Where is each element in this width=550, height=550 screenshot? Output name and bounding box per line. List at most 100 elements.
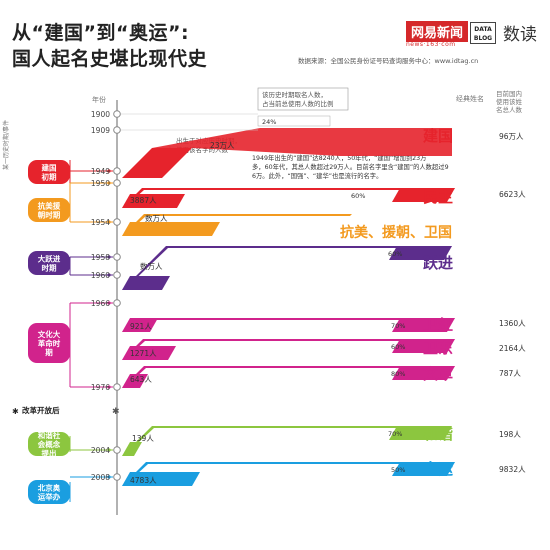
year-marker-1954 (113, 218, 121, 226)
bar-share-6 (392, 366, 455, 380)
year-label-1909: 1909 (91, 126, 110, 135)
bar-share-3 (389, 246, 452, 260)
share-pct-8: 50% (391, 466, 405, 474)
bar-share-5 (392, 339, 455, 353)
side-bracket-label: 某一历史时期/事件 (2, 120, 10, 170)
period-count-4: 921人 (130, 322, 152, 331)
period-badge-3 (28, 323, 70, 363)
year-label-1900: 1900 (91, 110, 110, 119)
name-label-7: 和谐 (423, 425, 453, 443)
year-label-1954: 1954 (91, 218, 110, 227)
bar-share-8 (392, 462, 455, 476)
year-marker-1958 (113, 253, 121, 261)
share-pct-5: 60% (391, 343, 405, 351)
year-label-1958: 1958 (91, 253, 110, 262)
star-icon-left: ✱ (12, 407, 19, 416)
total-count-6: 787人 (499, 369, 521, 378)
period-badge-4 (28, 432, 70, 456)
bar-share-7 (389, 426, 452, 440)
period-count-7: 139人 (132, 434, 154, 443)
share-box-0 (257, 115, 331, 127)
name-label-0: 建国 (423, 127, 453, 145)
period-count-5: 1271人 (130, 349, 157, 358)
period-label-1: 抗美援朝时期 (38, 201, 61, 220)
bar-count-7 (122, 442, 142, 456)
period-count-3: 数万人 (140, 261, 163, 271)
name-label-8: 奥运 (423, 460, 453, 478)
bar-band-0 (152, 128, 452, 156)
period-label-2: 大跃进时期 (38, 254, 61, 273)
datablog-logo: DATA BLOG (470, 22, 496, 44)
bar-count-0 (122, 148, 192, 178)
netease-url: news·163·com (406, 41, 456, 48)
count-column-label: 目前国内使用该姓名总人数 (496, 89, 523, 114)
year-label-1966: 1966 (91, 299, 110, 308)
year-label-1950: 1950 (91, 179, 110, 188)
annotation-share: 该历史时期取名人数，占当前总使用人数的比例 (262, 90, 334, 108)
name-label-6: 文革 (423, 365, 453, 383)
year-marker-1949 (113, 167, 121, 175)
bar-count-4 (122, 318, 158, 332)
name-label-2: 抗美、援朝、卫国 (340, 224, 452, 241)
share-pct-1: 60% (351, 192, 365, 200)
period-label-4: 和谐社会概念提出 (38, 430, 61, 458)
year-label-1976: 1976 (91, 383, 110, 392)
netease-logo: 网易新闻 (406, 21, 469, 42)
name-column-label: 经典姓名 (456, 94, 484, 103)
bar-count-5 (122, 346, 176, 360)
year-axis-label: 年份 (92, 95, 106, 104)
bar-count-8 (122, 472, 200, 486)
total-count-7: 198人 (499, 430, 521, 439)
share-pct-4: 70% (391, 322, 405, 330)
period-label-0: 建国初期 (41, 163, 57, 182)
year-marker-1976 (113, 383, 121, 391)
share-pct-3: 60% (388, 250, 402, 258)
period-count-8: 4783人 (130, 476, 157, 485)
year-label-1960: 1960 (91, 271, 110, 280)
year-marker-2004 (113, 446, 121, 454)
total-count-0: 96万人 (499, 132, 524, 141)
year-label-2004: 2004 (91, 446, 110, 455)
page-title-line1: 从“建国”到“奥运”: (12, 22, 190, 44)
period-label-5: 北京奥运举办 (38, 483, 61, 502)
period-badge-0 (28, 160, 70, 184)
total-count-1: 6623人 (499, 190, 526, 199)
share-pct-7: 70% (388, 430, 402, 438)
period-badge-5 (28, 480, 70, 504)
name-label-3: 跃进 (423, 254, 453, 272)
year-marker-2008 (113, 473, 121, 481)
period-count-2: 数万人 (145, 213, 168, 223)
source-note: 数据来源：全国公民身份证号码查询服务中心：www.idtag.cn (298, 57, 479, 65)
bar-count-1 (122, 194, 185, 208)
bar-count-3 (122, 276, 170, 290)
period-badge-2 (28, 251, 70, 275)
name-label-1: 民主 (423, 188, 453, 206)
period-count-6: 643人 (130, 375, 152, 384)
bar-count-6 (122, 374, 148, 388)
page-title-line2: 国人起名史堪比现代史 (12, 48, 208, 70)
year-marker-1900 (113, 110, 121, 118)
period-label-3: 文化大革命时期 (38, 329, 61, 357)
name-label-4: 卫红 (423, 316, 453, 334)
total-count-4: 1360人 (499, 319, 526, 328)
share-pct-6: 80% (391, 370, 405, 378)
annotation-jianguo-note: 1949年出生的“建国”达8240人，50年代，“建国”增加到23万多，60年代… (252, 153, 449, 180)
year-marker-1909 (113, 126, 121, 134)
bar-count-2 (122, 222, 220, 236)
bar-share-4 (392, 318, 455, 332)
year-label-2008: 2008 (91, 473, 110, 482)
year-label-1949: 1949 (91, 167, 110, 176)
share-pct-0: 24% (262, 118, 276, 126)
shudu-logo: 数读 (503, 25, 537, 45)
year-marker-1950 (113, 179, 121, 187)
year-marker-1960 (113, 271, 121, 279)
period-count-0: 23万人 (210, 141, 235, 150)
name-label-5: 卫东 (423, 339, 453, 357)
total-count-8: 9832人 (499, 465, 526, 474)
period-badge-1 (28, 198, 70, 222)
total-count-5: 2164人 (499, 344, 526, 353)
bar-band-2 (122, 214, 352, 236)
period-count-1: 3887人 (130, 196, 157, 205)
year-marker-1966 (113, 299, 121, 307)
